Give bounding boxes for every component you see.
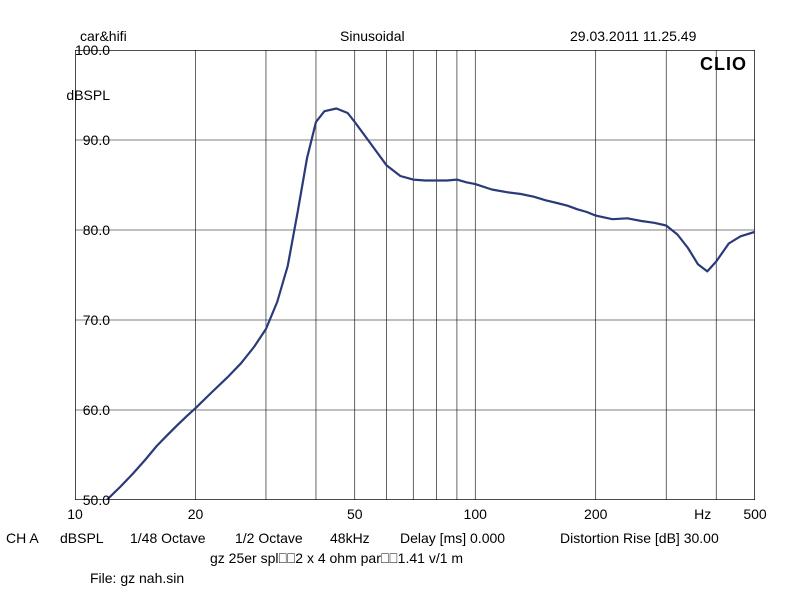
y-tick-label: 80.0 [60,222,110,238]
footer-file-text: File: gz nah.sin [90,570,184,586]
y-tick-label: 60.0 [60,402,110,418]
x-axis-unit: Hz [694,506,711,522]
frequency-response-chart: CLIO [75,50,755,500]
header-timestamp: 29.03.2011 11.25.49 [570,28,696,44]
footer-octave1: 1/48 Octave [130,530,206,546]
x-tick-label: 50 [347,506,363,522]
footer-octave2: 1/2 Octave [235,530,303,546]
footer-channel: CH A [6,530,39,546]
x-tick-label: 500 [743,506,766,522]
y-tick-label: 100.0 [60,42,110,58]
y-tick-label: 70.0 [60,312,110,328]
x-tick-label: 200 [584,506,607,522]
chart-header: car&hifi Sinusoidal 29.03.2011 11.25.49 [0,28,800,48]
footer-desc-text: gz 25er spl⎕⎕2 x 4 ohm par⎕⎕1.41 v/1 m [210,550,463,567]
x-tick-label: 10 [67,506,83,522]
chart-svg [75,50,755,500]
x-tick-label: 100 [464,506,487,522]
y-axis-unit: dBSPL [50,87,110,103]
header-center-label: Sinusoidal [340,28,405,44]
y-tick-label: 90.0 [60,132,110,148]
footer-delay: Delay [ms] 0.000 [400,530,505,546]
footer-unit: dBSPL [60,530,104,546]
footer-samplerate: 48kHz [330,530,370,546]
x-tick-label: 20 [188,506,204,522]
footer-distortion: Distortion Rise [dB] 30.00 [560,530,719,546]
brand-logo: CLIO [700,54,747,75]
